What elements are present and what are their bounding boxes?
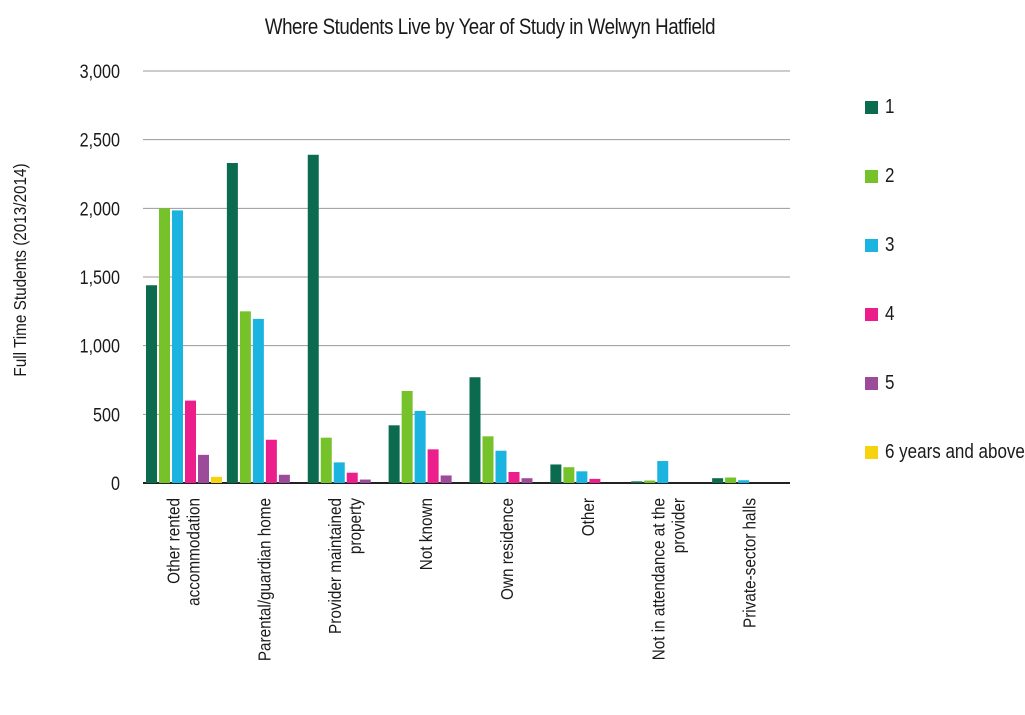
bar-series-1-5 — [550, 464, 562, 483]
legend-label: 1 — [885, 96, 895, 118]
y-tick-label: 2,000 — [80, 198, 121, 220]
bar-series-3-1 — [252, 318, 264, 483]
bar-series-1-0 — [146, 285, 157, 483]
bar-series-6-years-and-above-0 — [211, 476, 222, 483]
bar-series-2-4 — [482, 436, 494, 483]
x-tick-label: Provider maintainedproperty — [325, 497, 365, 634]
bar-series-5-0 — [198, 454, 209, 483]
y-tick-label: 1,000 — [80, 335, 121, 357]
x-axis-ticks: Other rentedaccommodation Parental/guardi… — [163, 497, 760, 661]
bar-series-4-4 — [508, 472, 520, 483]
bar-series-5-1 — [278, 474, 290, 483]
x-tick-label: Private-sector halls — [739, 498, 759, 628]
legend-swatch — [865, 101, 878, 114]
bar-series-4-5 — [589, 478, 601, 483]
x-tick-label: Own residence — [497, 498, 517, 600]
bar-series-3-4 — [495, 450, 507, 483]
bar-series-1-4 — [469, 377, 481, 483]
x-tick-label: Parental/guardian home — [254, 498, 274, 661]
x-tick-label: Not in attendance at theprovider — [649, 498, 689, 661]
legend-label: 5 — [885, 372, 895, 394]
legend-item: 6 years and above — [865, 441, 1025, 510]
y-axis-label: Full Time Students (2013/2014) — [10, 163, 30, 376]
bar-series-5-4 — [521, 478, 533, 483]
chart-title: Where Students Live by Year of Study in … — [264, 14, 716, 39]
bars — [146, 154, 750, 484]
bar-series-1-7 — [712, 478, 724, 483]
x-tick-label: Other rentedaccommodation — [163, 498, 203, 606]
bar-series-2-6 — [644, 480, 656, 483]
bar-series-2-3 — [401, 390, 413, 483]
y-tick-label: 500 — [93, 404, 120, 426]
legend-swatch — [865, 239, 878, 252]
bar-series-3-2 — [333, 462, 345, 483]
bar-series-2-7 — [725, 477, 737, 483]
bar-series-2-1 — [239, 311, 251, 483]
bar-series-5-3 — [440, 475, 452, 483]
bar-series-1-1 — [226, 163, 238, 483]
bar-series-3-0 — [172, 210, 183, 484]
legend-label: 6 years and above — [885, 441, 1025, 463]
legend-label: 2 — [885, 165, 895, 187]
bar-series-1-3 — [388, 425, 400, 483]
y-tick-label: 1,500 — [80, 267, 121, 289]
bar-series-2-5 — [563, 467, 575, 483]
y-axis-ticks: 0 500 1,000 1,500 2,000 2,500 3,000 — [80, 61, 121, 495]
legend-item: 2 — [865, 165, 1025, 234]
legend-swatch — [865, 308, 878, 321]
x-tick-label: Other — [578, 498, 598, 537]
bar-series-5-2 — [359, 479, 371, 483]
y-tick-label: 3,000 — [80, 61, 121, 83]
legend-item: 3 — [865, 234, 1025, 303]
bar-series-3-5 — [576, 471, 588, 483]
legend-swatch — [865, 446, 878, 459]
legend-label: 4 — [885, 303, 895, 325]
legend-swatch — [865, 377, 878, 390]
legend-item: 5 — [865, 372, 1025, 441]
legend-item: 4 — [865, 303, 1025, 372]
bar-series-1-6 — [631, 481, 643, 483]
y-tick-label: 0 — [111, 473, 120, 495]
legend-label: 3 — [885, 234, 895, 256]
bar-series-2-2 — [320, 437, 332, 483]
legend-swatch — [865, 170, 878, 183]
x-tick-label: Not known — [416, 498, 436, 570]
legend: 1 2 3 4 5 6 years and above — [865, 96, 1025, 510]
bar-series-4-2 — [346, 472, 358, 483]
bar-series-4-1 — [265, 439, 277, 483]
legend-item: 1 — [865, 96, 1025, 165]
y-tick-label: 2,500 — [80, 129, 121, 151]
bar-series-3-7 — [738, 480, 750, 483]
bar-series-4-0 — [185, 400, 196, 483]
bar-series-2-0 — [159, 208, 170, 484]
bar-series-1-2 — [307, 154, 319, 484]
bar-series-3-3 — [414, 410, 426, 483]
bar-series-3-6 — [657, 461, 669, 483]
bar-series-4-3 — [427, 449, 439, 483]
